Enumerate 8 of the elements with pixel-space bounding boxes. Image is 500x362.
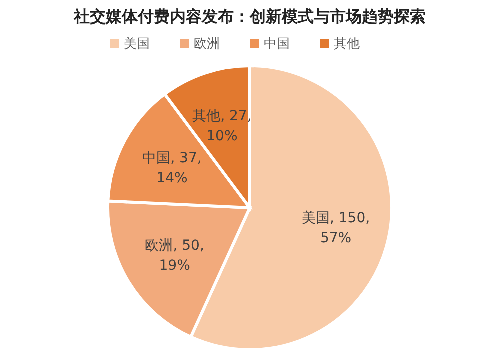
chart-title: 社交媒体付费内容发布：创新模式与市场趋势探索 bbox=[73, 7, 426, 26]
data-label: 欧洲, 50, 19% bbox=[145, 238, 204, 274]
legend-label: 美国 bbox=[124, 36, 150, 52]
legend-label: 欧洲 bbox=[194, 37, 220, 52]
legend-label: 其他 bbox=[334, 37, 360, 52]
legend-label: 中国 bbox=[264, 37, 290, 52]
data-label: 中国, 37, 14% bbox=[142, 150, 202, 187]
data-label: 美国, 150, 57% bbox=[302, 210, 370, 247]
